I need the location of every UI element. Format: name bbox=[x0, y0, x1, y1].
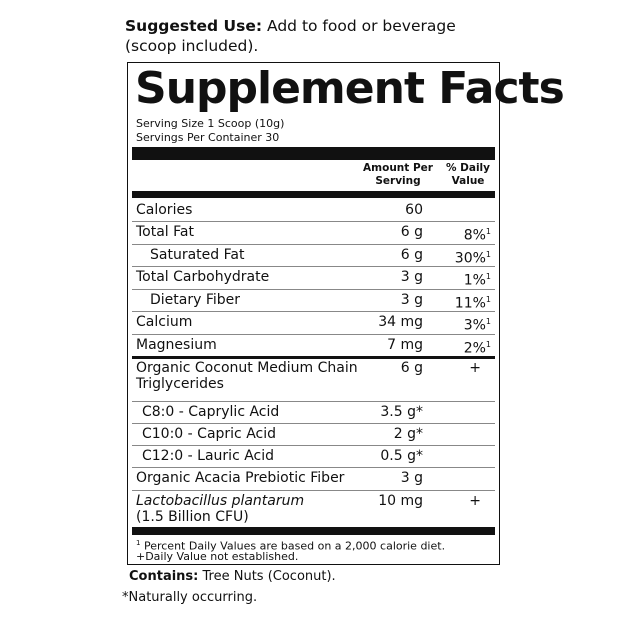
nutrient-row: Saturated Fat 6 g 30%1 bbox=[132, 244, 495, 267]
nutrient-amount: 60 bbox=[405, 202, 423, 218]
nutrient-name: Organic Coconut Medium Chain Triglyceride… bbox=[136, 360, 358, 392]
supplement-facts-panel: Supplement Facts Serving Size 1 Scoop (1… bbox=[127, 62, 565, 565]
nutrient-name: C8:0 - Caprylic Acid bbox=[142, 404, 280, 420]
nutrient-daily-value: 30%1 bbox=[454, 250, 491, 267]
nutrient-row: Total Carbohydrate 3 g 1%1 bbox=[132, 266, 495, 290]
suggested-use-text-2: (scoop included). bbox=[125, 37, 259, 55]
nutrient-amount: 3 g bbox=[400, 269, 423, 285]
nutrient-name: Dietary Fiber bbox=[150, 292, 241, 308]
nutrient-row: Organic Coconut Medium Chain Triglyceride… bbox=[132, 357, 495, 402]
nutrient-daily-value: 11%1 bbox=[454, 295, 491, 312]
serving-size: Serving Size 1 Scoop (10g) bbox=[136, 117, 285, 130]
nutrient-amount: 3 g bbox=[400, 470, 423, 486]
nutrient-daily-value: 8%1 bbox=[463, 227, 491, 244]
divider-thick bbox=[132, 527, 495, 535]
dv-header: % Daily Value bbox=[445, 162, 491, 187]
servings-per-container: Servings Per Container 30 bbox=[136, 131, 280, 144]
nutrient-row: Dietary Fiber 3 g 11%1 bbox=[132, 289, 495, 312]
nutrient-amount: 7 mg bbox=[387, 337, 423, 353]
nutrient-name: Calories bbox=[136, 202, 193, 218]
nutrient-row: Organic Acacia Prebiotic Fiber 3 g bbox=[132, 467, 495, 491]
nutrient-amount: 2 g* bbox=[393, 426, 423, 442]
nutrient-amount: 3 g bbox=[400, 292, 423, 308]
footnote-2: +Daily Value not established. bbox=[136, 550, 299, 563]
nutrient-name: Total Carbohydrate bbox=[136, 269, 270, 285]
allergen-statement: Contains: Tree Nuts (Coconut). bbox=[129, 569, 336, 584]
nutrient-name: Calcium bbox=[136, 314, 193, 330]
nutrient-amount: 0.5 g* bbox=[380, 448, 423, 464]
nutrient-amount: 6 g bbox=[400, 224, 423, 240]
nutrient-row: C12:0 - Lauric Acid 0.5 g* bbox=[132, 445, 495, 468]
suggested-use-text: Add to food or beverage bbox=[262, 17, 456, 35]
naturally-occurring-note: *Naturally occurring. bbox=[122, 590, 258, 605]
nutrient-daily-value: + bbox=[469, 360, 481, 376]
nutrient-name: C12:0 - Lauric Acid bbox=[142, 448, 275, 464]
nutrient-amount: 34 mg bbox=[378, 314, 423, 330]
nutrient-name: Total Fat bbox=[136, 224, 194, 240]
nutrient-name: Lactobacillus plantarum (1.5 Billion CFU) bbox=[136, 493, 305, 525]
nutrient-row: Calcium 34 mg 3%1 bbox=[132, 311, 495, 335]
nutrient-row: Magnesium 7 mg 2%1 bbox=[132, 334, 495, 359]
nutrient-row: Calories 60 bbox=[132, 199, 495, 222]
panel-title: Supplement Facts bbox=[135, 63, 565, 114]
nutrient-amount: 6 g bbox=[400, 360, 423, 376]
nutrient-row: C8:0 - Caprylic Acid 3.5 g* bbox=[132, 401, 495, 424]
suggested-use: Suggested Use: Add to food or beverage (… bbox=[125, 16, 456, 56]
nutrient-name: C10:0 - Capric Acid bbox=[142, 426, 277, 442]
nutrient-name: Magnesium bbox=[136, 337, 217, 353]
nutrient-daily-value: 3%1 bbox=[463, 317, 491, 334]
suggested-use-label: Suggested Use: bbox=[125, 17, 263, 35]
nutrient-name: Organic Acacia Prebiotic Fiber bbox=[136, 470, 345, 486]
divider-thick bbox=[132, 147, 495, 160]
nutrient-row: Lactobacillus plantarum (1.5 Billion CFU)… bbox=[132, 490, 495, 527]
footnote-1: 1 Percent Daily Values are based on a 2,… bbox=[136, 539, 446, 553]
nutrient-name: Saturated Fat bbox=[150, 247, 245, 263]
divider-thick bbox=[132, 191, 495, 198]
nutrient-daily-value: 1%1 bbox=[463, 272, 491, 289]
nutrient-amount: 10 mg bbox=[378, 493, 423, 509]
nutrient-row: Total Fat 6 g 8%1 bbox=[132, 221, 495, 245]
nutrient-daily-value: + bbox=[469, 493, 481, 509]
nutrient-row: C10:0 - Capric Acid 2 g* bbox=[132, 423, 495, 446]
amount-header: Amount Per Serving bbox=[363, 162, 433, 187]
nutrient-amount: 3.5 g* bbox=[380, 404, 423, 420]
nutrient-amount: 6 g bbox=[400, 247, 423, 263]
nutrient-daily-value: 2%1 bbox=[463, 340, 491, 357]
